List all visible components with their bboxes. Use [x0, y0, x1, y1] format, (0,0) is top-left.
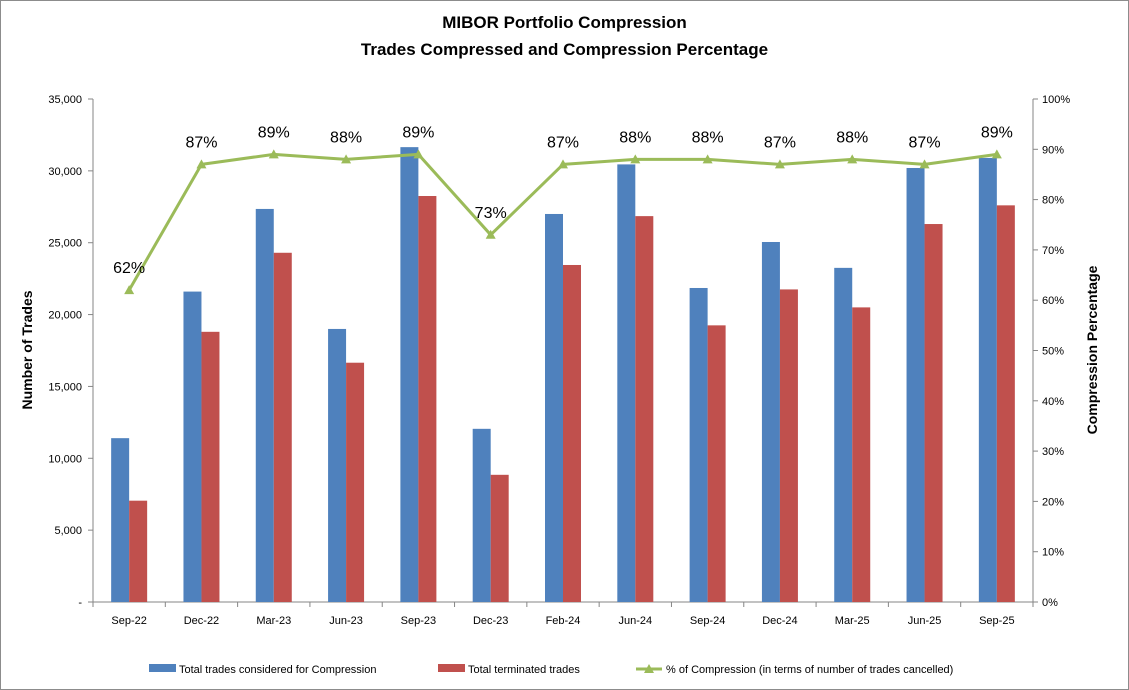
compression-marker	[268, 149, 279, 159]
bar-total-considered	[978, 157, 997, 602]
bar-total-considered	[761, 241, 780, 602]
compression-marker	[124, 285, 135, 295]
bar-total-considered	[472, 428, 491, 602]
bar-total-terminated	[779, 289, 798, 602]
legend-label: Total trades considered for Compression	[179, 664, 376, 676]
bar-total-terminated	[924, 224, 943, 602]
y-tick-label: 35,000	[48, 94, 82, 106]
bar-total-terminated	[418, 196, 437, 602]
x-tick-label: Dec-23	[473, 615, 508, 627]
bar-total-terminated	[563, 264, 581, 602]
compression-data-label: 62%	[113, 260, 145, 277]
y2-tick-label: 70%	[1042, 245, 1064, 257]
compression-marker	[341, 154, 352, 164]
x-tick-label: Mar-25	[835, 615, 870, 627]
x-tick-label: Jun-23	[329, 615, 363, 627]
compression-data-label: 89%	[402, 124, 434, 141]
x-tick-label: Sep-22	[111, 615, 146, 627]
compression-data-label: 88%	[619, 129, 651, 146]
compression-marker	[702, 154, 713, 164]
y2-tick-label: 10%	[1042, 547, 1064, 559]
bar-total-considered	[906, 167, 925, 603]
x-tick-label: Dec-24	[762, 615, 797, 627]
compression-data-label: 89%	[981, 124, 1013, 141]
x-tick-label: Feb-24	[546, 615, 581, 627]
compression-marker	[413, 149, 424, 159]
bar-total-considered	[328, 328, 347, 602]
bar-total-terminated	[201, 331, 220, 602]
y-tick-label: 15,000	[48, 381, 82, 393]
compression-data-label: 87%	[547, 134, 579, 151]
compression-marker	[558, 159, 568, 169]
y2-tick-label: 50%	[1042, 346, 1064, 358]
y-tick-label: 25,000	[48, 238, 82, 250]
x-tick-label: Jun-24	[618, 615, 652, 627]
chart-title: MIBOR Portfolio Compression	[442, 13, 687, 32]
compression-data-label: 88%	[330, 129, 362, 146]
bar-total-considered	[617, 164, 636, 602]
bars-layer	[111, 147, 1015, 603]
y2-tick-label: 90%	[1042, 144, 1064, 156]
y2-tick-label: 100%	[1042, 94, 1070, 106]
compression-marker	[847, 154, 858, 164]
y2-axis-title: Compression Percentage	[1084, 265, 1100, 434]
x-tick-label: Sep-25	[979, 615, 1014, 627]
y2-tick-label: 0%	[1042, 597, 1058, 609]
compression-marker	[196, 159, 207, 169]
bar-total-considered	[545, 213, 563, 602]
compression-data-label: 88%	[836, 129, 868, 146]
compression-data-label: 87%	[909, 134, 941, 151]
y-tick-label: -	[78, 597, 82, 609]
bar-total-terminated	[852, 307, 871, 602]
compression-marker	[630, 154, 641, 164]
bar-total-terminated	[346, 362, 365, 602]
line-layer: 62% 87% 89% 88% 89% 73% 87% 88% 88% 87% 88% 87% 89%	[113, 124, 1013, 295]
y2-tick-label: 40%	[1042, 396, 1064, 408]
compression-marker	[991, 149, 1002, 159]
bar-total-considered	[834, 267, 853, 602]
compression-data-label: 88%	[692, 129, 724, 146]
x-tick-label: Sep-24	[690, 615, 725, 627]
bar-total-terminated	[635, 216, 654, 602]
legend-label: % of Compression (in terms of number of …	[666, 664, 953, 676]
y2-tick-label: 80%	[1042, 195, 1064, 207]
bar-total-terminated	[273, 252, 292, 602]
legend-label: Total terminated trades	[468, 664, 580, 676]
compression-marker	[919, 159, 930, 169]
compression-data-label: 87%	[185, 134, 217, 151]
compression-data-label: 89%	[258, 124, 290, 141]
bar-total-terminated	[996, 205, 1015, 602]
bar-total-terminated	[707, 325, 726, 602]
y-tick-label: 30,000	[48, 166, 82, 178]
y-tick-label: 10,000	[48, 453, 82, 465]
bar-total-terminated	[129, 500, 148, 602]
legend-layer: Total trades considered for Compression T…	[149, 664, 953, 676]
x-tick-label: Dec-22	[184, 615, 219, 627]
y-tick-label: 5,000	[54, 525, 82, 537]
compression-data-label: 73%	[475, 205, 507, 222]
y-tick-label: 20,000	[48, 310, 82, 322]
bar-total-considered	[111, 438, 130, 602]
bar-total-considered	[183, 291, 202, 602]
legend-marker	[644, 664, 654, 673]
chart-subtitle: Trades Compressed and Compression Percen…	[360, 40, 769, 59]
x-tick-label: Jun-25	[908, 615, 942, 627]
legend-swatch	[438, 664, 465, 672]
bar-total-terminated	[490, 474, 509, 602]
x-tick-label: Mar-23	[256, 615, 291, 627]
y2-tick-label: 60%	[1042, 295, 1064, 307]
y2-tick-label: 20%	[1042, 496, 1064, 508]
compression-data-label: 87%	[764, 134, 796, 151]
compression-marker	[485, 229, 496, 239]
bar-total-considered	[400, 147, 419, 602]
compression-marker	[774, 159, 785, 169]
y-axis-title: Number of Trades	[19, 290, 35, 409]
bar-total-considered	[255, 208, 274, 603]
legend-swatch	[149, 664, 176, 672]
x-tick-label: Sep-23	[401, 615, 436, 627]
bar-total-considered	[689, 287, 708, 602]
y2-tick-label: 30%	[1042, 446, 1064, 458]
